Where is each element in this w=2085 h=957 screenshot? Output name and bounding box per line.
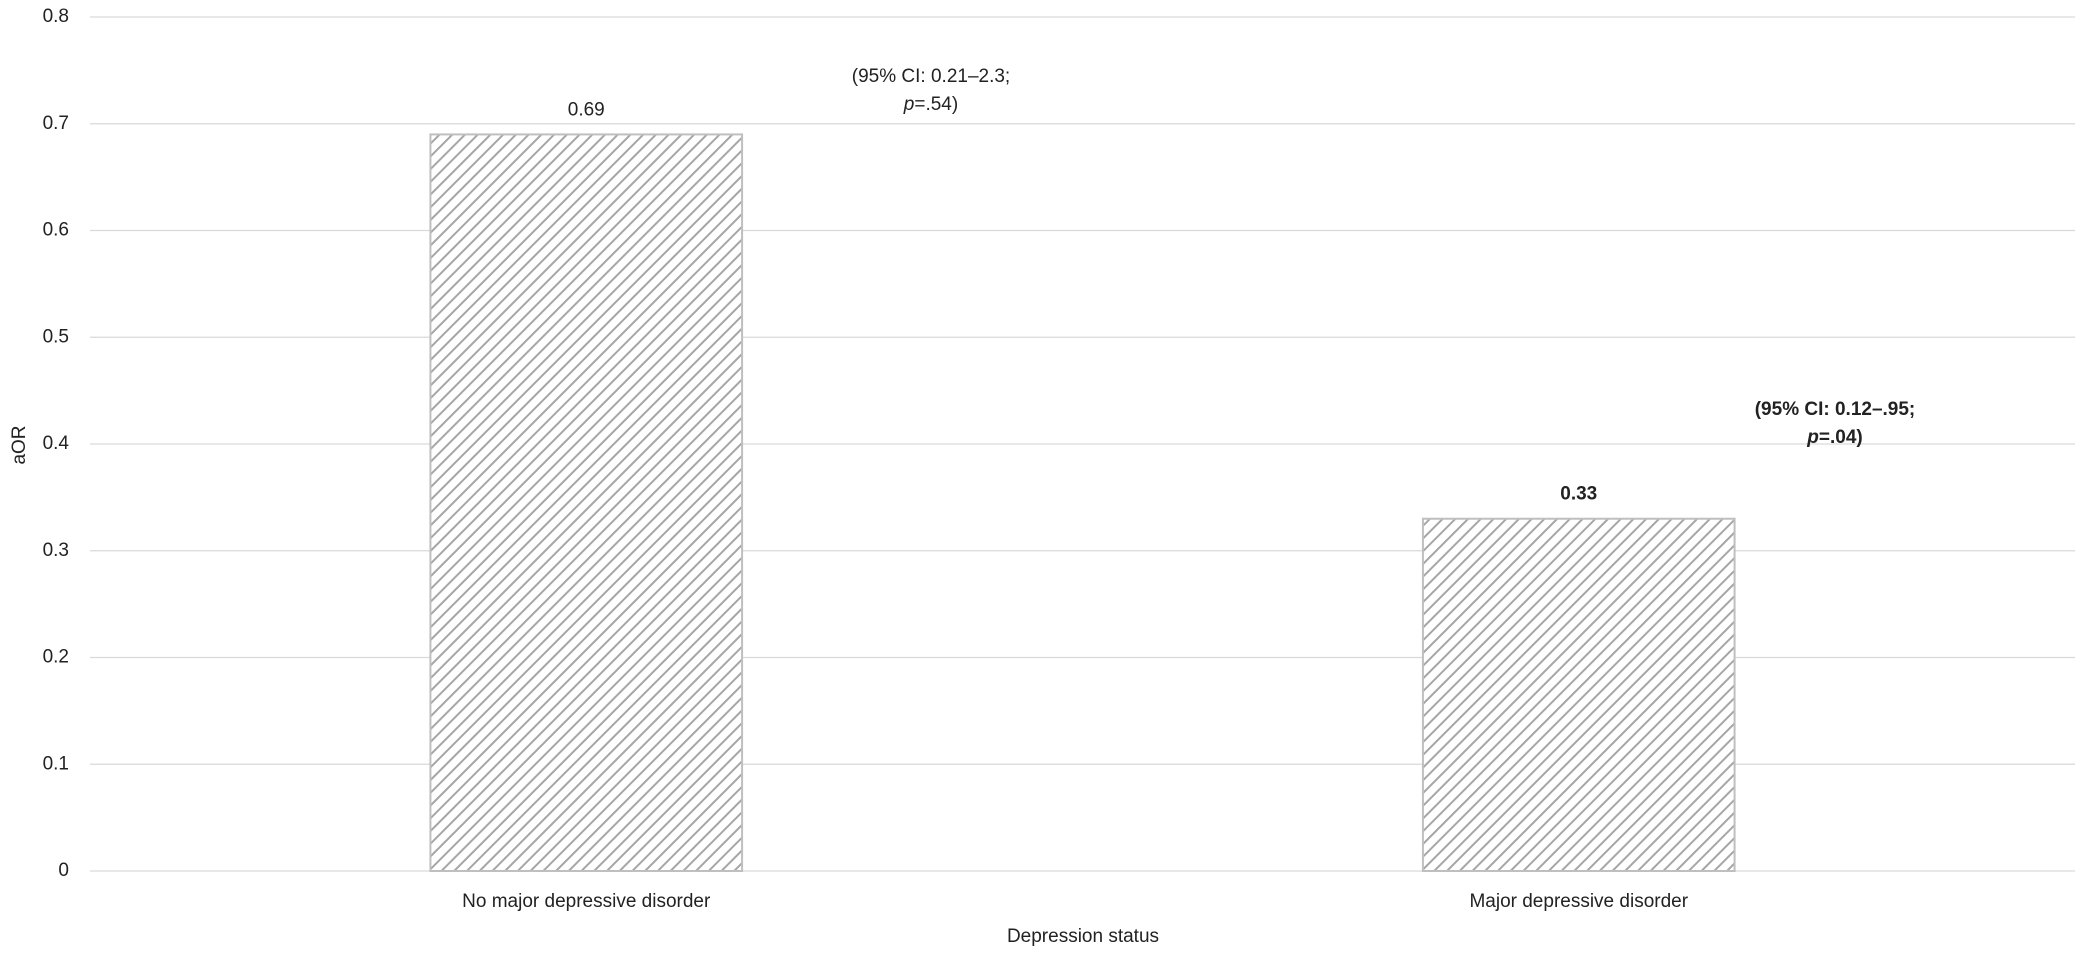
annotation-p: p — [1806, 427, 1819, 448]
x-axis-title: Depression status — [1007, 926, 1159, 947]
bar — [429, 133, 744, 873]
y-axis-title: aOR — [9, 425, 30, 464]
data-label: 0.69 — [568, 99, 605, 120]
y-tick-label: 0.6 — [43, 220, 69, 241]
annotation: (95% CI: 0.12–.95; — [1755, 399, 1916, 420]
annotation: p=.04) — [1806, 427, 1862, 448]
x-tick-label: Major depressive disorder — [1469, 891, 1688, 912]
y-tick-label: 0.5 — [43, 326, 69, 347]
annotation-p: p — [903, 94, 915, 115]
y-tick-label: 0.3 — [43, 540, 69, 561]
y-tick-label: 0.7 — [43, 113, 69, 134]
y-tick-label: 0.2 — [43, 647, 69, 668]
annotation-text: =.04) — [1819, 427, 1863, 448]
y-tick-label: 0.1 — [43, 753, 69, 774]
data-label: 0.33 — [1560, 484, 1597, 505]
y-tick-label: 0 — [58, 860, 69, 881]
y-tick-label: 0.8 — [43, 6, 69, 27]
bar — [1421, 517, 1736, 872]
annotation-text: =.54) — [914, 94, 958, 115]
x-tick-label: No major depressive disorder — [462, 891, 711, 912]
annotation: (95% CI: 0.21–2.3; — [852, 66, 1010, 87]
y-tick-label: 0.4 — [43, 433, 70, 454]
annotation: p=.54) — [903, 94, 958, 115]
